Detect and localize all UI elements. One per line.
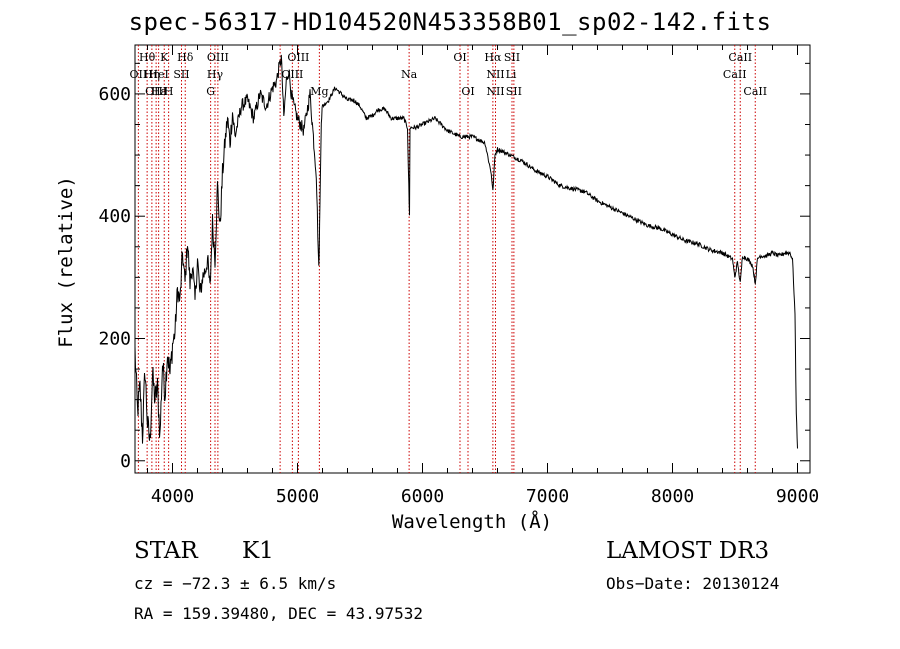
line-label-Hε: Hε (151, 85, 167, 98)
line-label-CaII: CaII (728, 51, 752, 64)
axis-ticks: 4000 5000 6000 7000 8000 9000 0 200 400 600 (98, 45, 819, 507)
line-label-SII: SII (173, 68, 189, 81)
survey-name: LAMOST DR3 (606, 538, 770, 564)
line-label-Li: Li (506, 68, 517, 81)
line-label-CaII: CaII (743, 85, 767, 98)
line-label-OI: OI (453, 51, 466, 64)
y-tick-label: 200 (98, 328, 131, 349)
line-label-H: H (164, 85, 174, 98)
line-label-NII: NII (486, 85, 504, 98)
emission-line-markers (137, 45, 756, 473)
y-tick-label: 600 (98, 84, 131, 105)
line-label-OIII: OIII (207, 51, 229, 64)
chart-title: spec-56317-HD104520N453358B01_sp02-142.f… (128, 8, 772, 36)
line-label-OII: OII (130, 68, 148, 81)
line-label-HeI: HeI (148, 68, 168, 81)
coordinates: RA = 159.39480, DEC = 43.97532 (134, 604, 423, 623)
observation-date: Obs−Date: 20130124 (606, 574, 780, 593)
y-axis-label: Flux (relative) (55, 176, 77, 348)
line-label-OIII: OIII (145, 85, 167, 98)
line-label-G: G (206, 85, 215, 98)
spectrum-series (134, 54, 798, 449)
line-label-OI: OI (461, 85, 474, 98)
line-label-Hθ: Hθ (139, 51, 156, 64)
line-label-Hη: Hη (144, 68, 160, 81)
line-label-NII: NII (486, 68, 504, 81)
plot-frame (134, 44, 811, 474)
line-label-Hγ: Hγ (207, 68, 224, 81)
line-label-Na: Na (401, 68, 418, 81)
x-tick-label: 4000 (151, 486, 194, 507)
y-tick-label: 0 (120, 451, 131, 472)
x-tick-label: 6000 (401, 486, 444, 507)
line-label-Hδ: Hδ (177, 51, 194, 64)
line-label-K: K (160, 51, 169, 64)
spectrum-line (134, 54, 798, 449)
x-tick-label: 5000 (276, 486, 319, 507)
x-tick-label: 9000 (776, 486, 819, 507)
x-axis-label: Wavelength (Å) (391, 511, 553, 533)
y-tick-label: 400 (98, 206, 131, 227)
line-label-Mg: Mg (310, 85, 328, 98)
object-class: STAR (134, 538, 198, 564)
x-tick-label: 8000 (651, 486, 694, 507)
line-label-OIII: OIII (281, 68, 303, 81)
redshift-velocity: cz = −72.3 ± 6.5 km/s (134, 574, 337, 593)
line-label-Hα: Hα (484, 51, 502, 64)
object-subclass: K1 (242, 538, 274, 564)
x-tick-label: 7000 (526, 486, 569, 507)
emission-line-labels: HθOIIHηOIIIHεKHeIHHδSIIOIIIHγGOIIIOIIIMg… (130, 51, 768, 98)
line-label-SII: SII (506, 85, 522, 98)
line-label-CaII: CaII (723, 68, 747, 81)
line-label-OIII: OIII (287, 51, 309, 64)
line-label-SII: SII (504, 51, 520, 64)
